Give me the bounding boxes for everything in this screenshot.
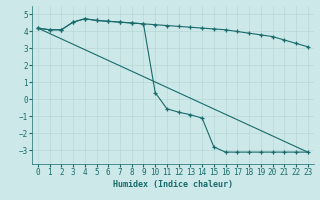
X-axis label: Humidex (Indice chaleur): Humidex (Indice chaleur) [113,180,233,189]
